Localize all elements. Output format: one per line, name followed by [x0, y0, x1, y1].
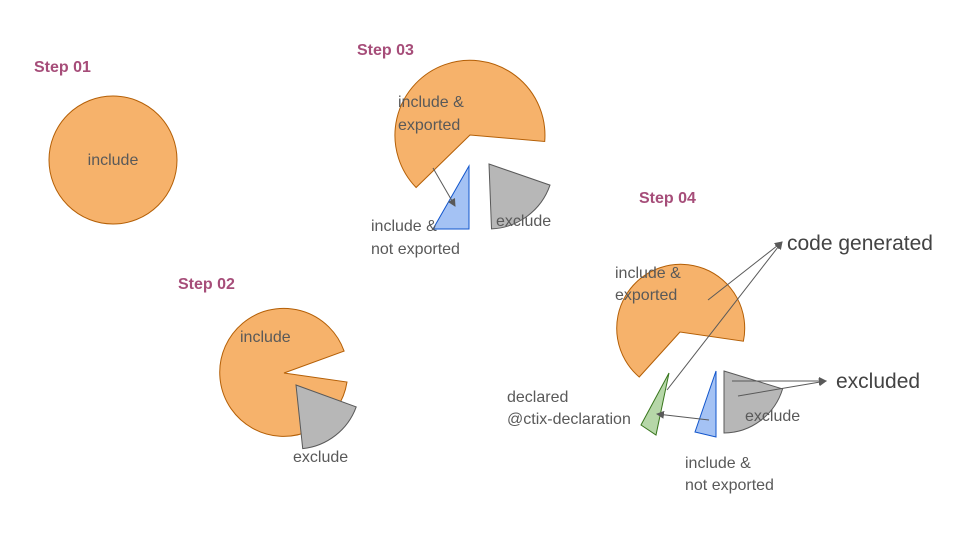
include-exported-pie	[394, 59, 546, 189]
include-label: include	[240, 329, 291, 346]
exclude-slice	[723, 370, 784, 434]
step-01-title: Step 01	[34, 59, 91, 76]
code-generated-label: code generated	[787, 232, 933, 255]
arrow	[666, 241, 783, 391]
step-04-title: Step 04	[639, 190, 696, 207]
include-exported-line2: exported	[615, 287, 677, 304]
step-02-title: Step 02	[178, 276, 235, 293]
declared-line1: declared	[507, 389, 568, 406]
arrow	[707, 241, 783, 301]
include-not-exported-line1: include &	[685, 455, 751, 472]
exclude-slice	[488, 163, 551, 230]
declared-slice	[640, 372, 670, 436]
include-exported-line2: exported	[398, 117, 460, 134]
include-not-exported-line1: include &	[371, 218, 437, 235]
include-not-exported-line2: not exported	[371, 241, 460, 258]
exclude-slice	[295, 384, 357, 450]
arrow	[656, 410, 710, 421]
arrow	[737, 378, 827, 397]
exclude-label: exclude	[745, 408, 800, 425]
not-exported-slice	[432, 164, 470, 230]
excluded-label: excluded	[836, 370, 920, 393]
not-exported-slice	[694, 370, 717, 438]
exclude-label: exclude	[293, 449, 348, 466]
arrow	[432, 167, 456, 207]
include-exported-line1: include &	[615, 265, 681, 282]
declared-line2: @ctix-declaration	[507, 411, 631, 428]
include-not-exported-line2: not exported	[685, 477, 774, 494]
include-exported-pie	[616, 263, 746, 378]
include-exported-line1: include &	[398, 94, 464, 111]
step-03-title: Step 03	[357, 42, 414, 59]
exclude-label: exclude	[496, 213, 551, 230]
include-label: include	[88, 152, 139, 169]
include-circle	[48, 95, 178, 225]
